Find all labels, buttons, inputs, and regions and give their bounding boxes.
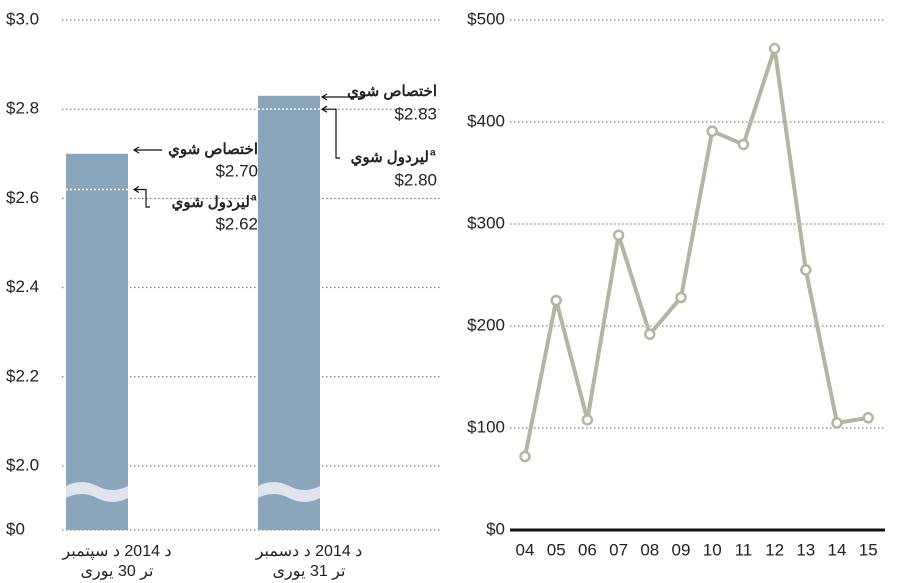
x-tick-label: تر 31 یوری xyxy=(273,563,346,580)
footnote-marker: a xyxy=(251,193,257,204)
x-tick-label: 15 xyxy=(859,540,878,559)
value-label: $2.62 xyxy=(215,214,258,233)
data-point xyxy=(831,417,843,429)
y-tick-label: $3.0 xyxy=(6,9,39,28)
bar xyxy=(258,95,320,530)
annotation-bracket xyxy=(132,185,150,208)
data-point xyxy=(612,229,625,241)
x-tick-label: 05 xyxy=(547,540,566,559)
x-tick-label: 09 xyxy=(672,540,691,559)
y-tick-label: $0 xyxy=(486,519,505,538)
y-tick-label: $200 xyxy=(467,315,505,334)
annotation-arrow xyxy=(320,93,365,101)
axis-break xyxy=(66,482,128,502)
x-tick-label: 06 xyxy=(578,540,597,559)
x-tick-label: 12 xyxy=(765,540,784,559)
data-point xyxy=(519,450,531,463)
y-tick-label: $2.0 xyxy=(6,455,39,474)
y-tick-label: $500 xyxy=(467,9,505,28)
series-label: ليردول شوي xyxy=(351,149,429,167)
data-point xyxy=(675,291,687,304)
x-tick-label: تر 30 یوری xyxy=(81,563,154,580)
data-point xyxy=(644,328,656,340)
series-label: ليردول شوي xyxy=(172,194,250,212)
x-tick-label: د 2014 د دسمبر xyxy=(255,543,363,560)
data-point xyxy=(550,294,562,307)
value-label: $2.70 xyxy=(215,161,258,180)
y-tick-label: $100 xyxy=(467,417,505,436)
x-tick-label: 11 xyxy=(735,540,753,559)
y-tick-label: $2.6 xyxy=(6,188,39,207)
y-tick-label: $0 xyxy=(6,519,25,538)
value-label: $2.83 xyxy=(394,104,437,123)
data-point xyxy=(862,412,874,424)
annotation-arrow xyxy=(132,146,163,154)
x-tick-label: 14 xyxy=(828,540,847,559)
y-tick-label: $2.8 xyxy=(6,99,39,118)
series-label: اختصاص شوي xyxy=(168,141,258,159)
data-point xyxy=(706,125,718,137)
data-point xyxy=(768,42,781,55)
y-tick-label: $300 xyxy=(467,213,505,232)
footnote-marker: a xyxy=(430,148,436,159)
x-tick-label: 07 xyxy=(609,540,628,559)
axis-break xyxy=(258,482,320,502)
x-tick-label: د 2014 د سپتمبر xyxy=(61,543,171,560)
data-point xyxy=(581,414,594,426)
y-tick-label: $400 xyxy=(467,111,505,130)
data-point xyxy=(800,264,812,276)
value-label: $2.80 xyxy=(394,170,437,189)
annotation-bracket xyxy=(320,105,340,159)
series-label: اختصاص شوي xyxy=(347,83,437,101)
x-tick-label: 04 xyxy=(516,540,535,559)
y-tick-label: $2.2 xyxy=(6,366,39,385)
data-line xyxy=(523,46,869,457)
y-tick-label: $2.4 xyxy=(6,277,39,296)
x-tick-label: 13 xyxy=(796,540,815,559)
x-tick-label: 08 xyxy=(640,540,659,559)
data-point xyxy=(737,138,750,151)
x-tick-label: 10 xyxy=(703,540,722,559)
bar xyxy=(66,153,128,531)
